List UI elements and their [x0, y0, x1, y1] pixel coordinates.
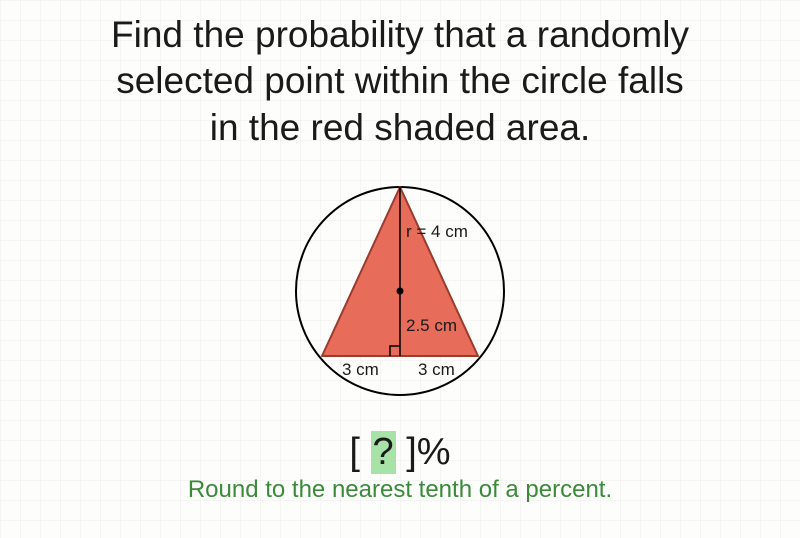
- answer-suffix: %: [417, 431, 451, 473]
- question-line-2: selected point within the circle falls: [116, 60, 684, 101]
- base-left-label: 3 cm: [342, 360, 379, 379]
- rounding-hint: Round to the nearest tenth of a percent.: [0, 476, 800, 504]
- answer-bracket-open: [: [349, 431, 370, 473]
- center-dot: [397, 287, 404, 294]
- question-text: Find the probability that a randomly sel…: [0, 0, 800, 151]
- radius-label: r = 4 cm: [406, 222, 468, 241]
- altitude-lower-label: 2.5 cm: [406, 316, 457, 335]
- question-line-3: in the red shaded area.: [210, 107, 591, 148]
- geometry-diagram: r = 4 cm 2.5 cm 3 cm 3 cm: [270, 159, 530, 427]
- base-right-label: 3 cm: [418, 360, 455, 379]
- answer-placeholder[interactable]: ?: [371, 431, 396, 474]
- answer-row: [ ? ]%: [0, 431, 800, 474]
- diagram-container: r = 4 cm 2.5 cm 3 cm 3 cm: [0, 159, 800, 427]
- answer-bracket-close: ]: [396, 431, 417, 473]
- question-line-1: Find the probability that a randomly: [111, 14, 689, 55]
